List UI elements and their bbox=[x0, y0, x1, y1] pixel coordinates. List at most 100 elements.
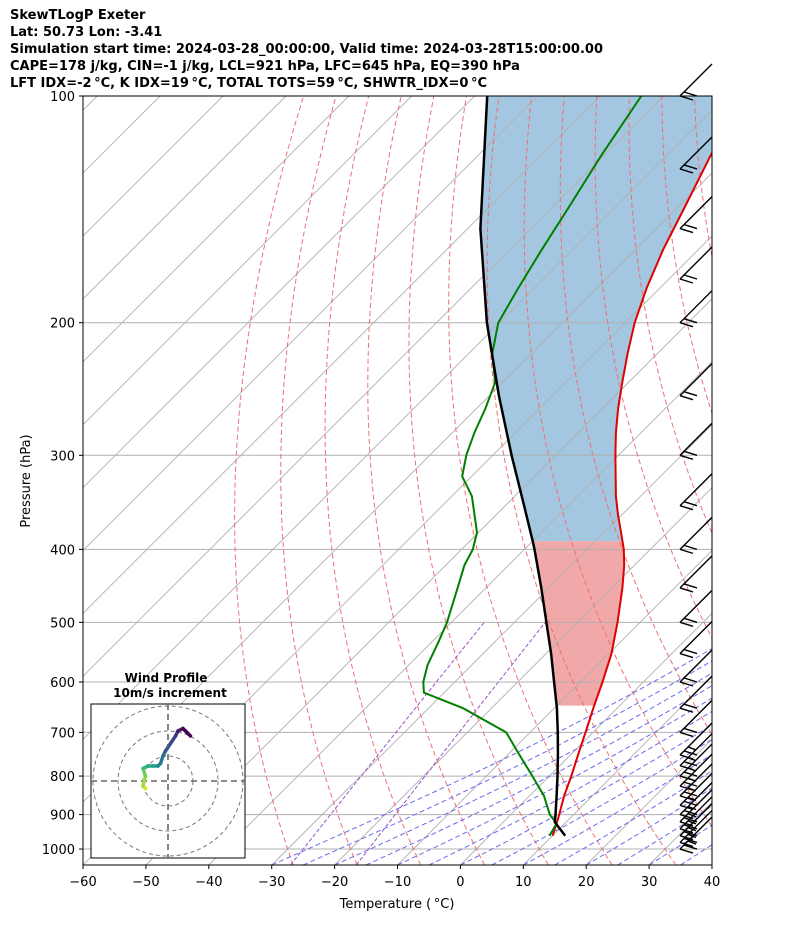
y-tick-label: 700 bbox=[50, 726, 75, 741]
wind-barb bbox=[679, 422, 713, 460]
y-tick-label: 100 bbox=[50, 90, 75, 105]
mixing-ratio-line bbox=[290, 622, 485, 865]
isotherm bbox=[83, 96, 413, 426]
hodograph-title: Wind Profile bbox=[125, 671, 208, 685]
x-axis: −60 −50 −40 −30 −20 −10 0 10 20 30 40 bbox=[69, 865, 720, 890]
chart-header: SkewTLogP Exeter Lat: 50.73 Lon: -3.41 S… bbox=[10, 7, 603, 92]
moist-adiabat bbox=[744, 96, 794, 865]
wind-barb bbox=[679, 555, 713, 593]
wind-profile-hodograph: Wind Profile 10m/s increment bbox=[90, 671, 246, 859]
moist-adiabat bbox=[711, 864, 712, 865]
hodograph-subtitle: 10m/s increment bbox=[113, 686, 227, 700]
wind-barb bbox=[679, 473, 713, 511]
x-tick-label: −20 bbox=[321, 875, 348, 890]
isotherm bbox=[83, 96, 287, 300]
isotherm bbox=[83, 96, 601, 615]
x-tick-label: −30 bbox=[258, 875, 285, 890]
isotherm bbox=[83, 96, 224, 237]
wind-barb bbox=[679, 621, 713, 659]
indices-line-2: LFT IDX=-2 °C, K IDX=19 °C, TOTAL TOTS=5… bbox=[10, 76, 488, 91]
time-line: Simulation start time: 2024-03-28_00:00:… bbox=[10, 42, 603, 57]
wind-barb bbox=[679, 363, 713, 401]
dry-adiabat bbox=[559, 96, 712, 736]
hodograph-segment bbox=[186, 731, 193, 738]
y-tick-label: 800 bbox=[50, 770, 75, 785]
cape-cin-fill bbox=[480, 96, 712, 706]
cape-area-lower bbox=[532, 541, 625, 706]
isotherm bbox=[397, 549, 712, 865]
moist-adiabat bbox=[334, 672, 712, 865]
isotherm bbox=[83, 96, 664, 677]
isotherm bbox=[460, 612, 712, 865]
dry-adiabat bbox=[367, 96, 485, 865]
wind-barb bbox=[679, 516, 713, 555]
wind-barb bbox=[679, 290, 713, 328]
isotherm bbox=[145, 298, 712, 865]
wind-barb bbox=[679, 782, 713, 820]
y-axis-label: Pressure (hPa) bbox=[19, 434, 34, 527]
wind-barb bbox=[679, 699, 713, 738]
wind-barb bbox=[679, 136, 713, 174]
parcel-line bbox=[479, 96, 567, 837]
dry-adiabat bbox=[408, 96, 549, 865]
x-tick-label: −60 bbox=[69, 875, 96, 890]
wind-barb bbox=[679, 675, 713, 713]
moist-adiabat bbox=[302, 660, 712, 865]
x-tick-label: −10 bbox=[384, 875, 411, 890]
isotherm bbox=[83, 96, 538, 552]
isotherm bbox=[83, 96, 350, 363]
isotherm bbox=[334, 486, 712, 865]
hodograph-trace bbox=[141, 726, 193, 791]
x-tick-label: 0 bbox=[456, 875, 464, 890]
dry-adiabat bbox=[760, 96, 794, 865]
dry-adiabat bbox=[661, 96, 712, 415]
dry-adiabat bbox=[727, 96, 794, 865]
location-line: Lat: 50.73 Lon: -3.41 bbox=[10, 25, 163, 40]
dry-adiabat bbox=[486, 96, 677, 865]
y-tick-label: 600 bbox=[50, 676, 75, 691]
y-tick-label: 1000 bbox=[42, 843, 75, 858]
x-tick-label: 30 bbox=[641, 875, 658, 890]
y-tick-label: 300 bbox=[50, 449, 75, 464]
dry-adiabat bbox=[594, 96, 712, 640]
isotherm bbox=[271, 424, 712, 865]
isotherm bbox=[522, 675, 712, 865]
moist-adiabat bbox=[460, 724, 712, 865]
moist-adiabat bbox=[554, 770, 712, 865]
isotherm bbox=[711, 864, 712, 865]
y-tick-label: 500 bbox=[50, 616, 75, 631]
wind-barb bbox=[679, 246, 713, 284]
mixing-ratio-line bbox=[355, 622, 546, 865]
isotherm bbox=[83, 96, 475, 489]
indices-line-1: CAPE=178 j/kg, CIN=-1 j/kg, LCL=921 hPa,… bbox=[10, 59, 520, 74]
moist-adiabat bbox=[523, 754, 712, 865]
wind-barb bbox=[679, 649, 713, 687]
x-tick-label: −40 bbox=[195, 875, 222, 890]
dry-adiabat bbox=[280, 96, 358, 865]
dewpoint-line bbox=[422, 96, 643, 837]
hodograph-ring bbox=[117, 730, 219, 832]
sounding-profiles bbox=[422, 96, 712, 837]
moist-adiabat bbox=[491, 738, 712, 865]
x-axis-label: Temperature ( °C) bbox=[339, 897, 455, 912]
wind-barb bbox=[679, 763, 713, 801]
isotherm bbox=[83, 109, 712, 740]
dry-adiabat bbox=[448, 96, 613, 865]
x-tick-label: 40 bbox=[704, 875, 721, 890]
y-tick-label: 200 bbox=[50, 317, 75, 332]
wind-barbs bbox=[679, 63, 713, 854]
isotherm bbox=[208, 361, 712, 865]
chart-title: SkewTLogP Exeter bbox=[10, 8, 146, 23]
wind-barb bbox=[679, 722, 713, 760]
wind-barb bbox=[679, 589, 713, 628]
isotherm bbox=[775, 96, 794, 865]
x-tick-label: 20 bbox=[578, 875, 595, 890]
x-tick-label: 10 bbox=[515, 875, 532, 890]
dry-adiabat bbox=[324, 96, 422, 865]
dry-adiabat bbox=[693, 96, 712, 259]
wind-barb bbox=[679, 63, 713, 101]
y-axis: 1000 900 800 700 600 500 400 300 200 100 bbox=[42, 90, 83, 858]
dry-adiabat bbox=[234, 96, 304, 865]
moist-adiabat bbox=[271, 648, 712, 865]
